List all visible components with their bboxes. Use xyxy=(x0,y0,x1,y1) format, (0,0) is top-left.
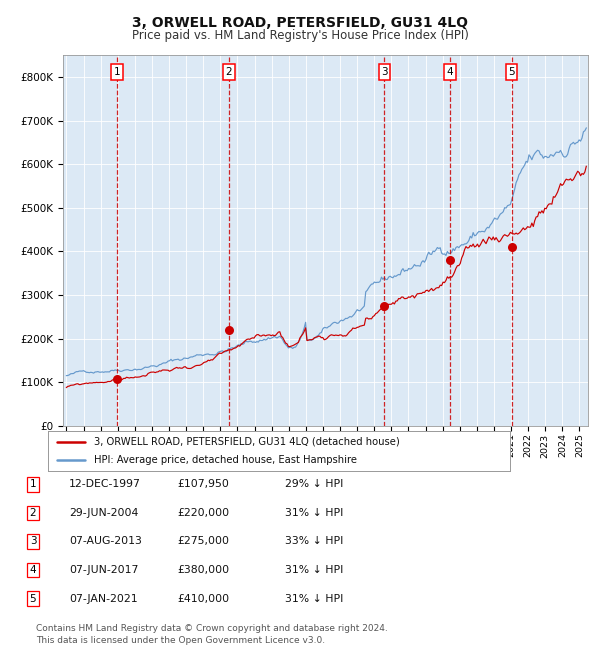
Text: 4: 4 xyxy=(29,565,37,575)
Text: £410,000: £410,000 xyxy=(177,593,229,604)
Text: 31% ↓ HPI: 31% ↓ HPI xyxy=(285,593,343,604)
Text: 29-JUN-2004: 29-JUN-2004 xyxy=(69,508,139,518)
Text: 07-JUN-2017: 07-JUN-2017 xyxy=(69,565,139,575)
Text: 3: 3 xyxy=(381,67,388,77)
Text: 1: 1 xyxy=(113,67,120,77)
Text: 12-DEC-1997: 12-DEC-1997 xyxy=(69,479,141,489)
Text: 2: 2 xyxy=(226,67,232,77)
Text: 5: 5 xyxy=(29,593,37,604)
Text: 29% ↓ HPI: 29% ↓ HPI xyxy=(285,479,343,489)
Text: 07-JAN-2021: 07-JAN-2021 xyxy=(69,593,137,604)
Text: Contains HM Land Registry data © Crown copyright and database right 2024.
This d: Contains HM Land Registry data © Crown c… xyxy=(36,624,388,645)
Text: 4: 4 xyxy=(446,67,454,77)
Text: 3, ORWELL ROAD, PETERSFIELD, GU31 4LQ (detached house): 3, ORWELL ROAD, PETERSFIELD, GU31 4LQ (d… xyxy=(94,437,400,447)
Text: 31% ↓ HPI: 31% ↓ HPI xyxy=(285,508,343,518)
Text: 31% ↓ HPI: 31% ↓ HPI xyxy=(285,565,343,575)
Text: £380,000: £380,000 xyxy=(177,565,229,575)
Text: 3, ORWELL ROAD, PETERSFIELD, GU31 4LQ: 3, ORWELL ROAD, PETERSFIELD, GU31 4LQ xyxy=(132,16,468,31)
Text: 3: 3 xyxy=(29,536,37,547)
Text: 5: 5 xyxy=(508,67,515,77)
Text: Price paid vs. HM Land Registry's House Price Index (HPI): Price paid vs. HM Land Registry's House … xyxy=(131,29,469,42)
Text: 2: 2 xyxy=(29,508,37,518)
Text: 33% ↓ HPI: 33% ↓ HPI xyxy=(285,536,343,547)
Text: £275,000: £275,000 xyxy=(177,536,229,547)
Text: 07-AUG-2013: 07-AUG-2013 xyxy=(69,536,142,547)
Text: £220,000: £220,000 xyxy=(177,508,229,518)
Text: £107,950: £107,950 xyxy=(177,479,229,489)
Text: HPI: Average price, detached house, East Hampshire: HPI: Average price, detached house, East… xyxy=(94,456,357,465)
Text: 1: 1 xyxy=(29,479,37,489)
